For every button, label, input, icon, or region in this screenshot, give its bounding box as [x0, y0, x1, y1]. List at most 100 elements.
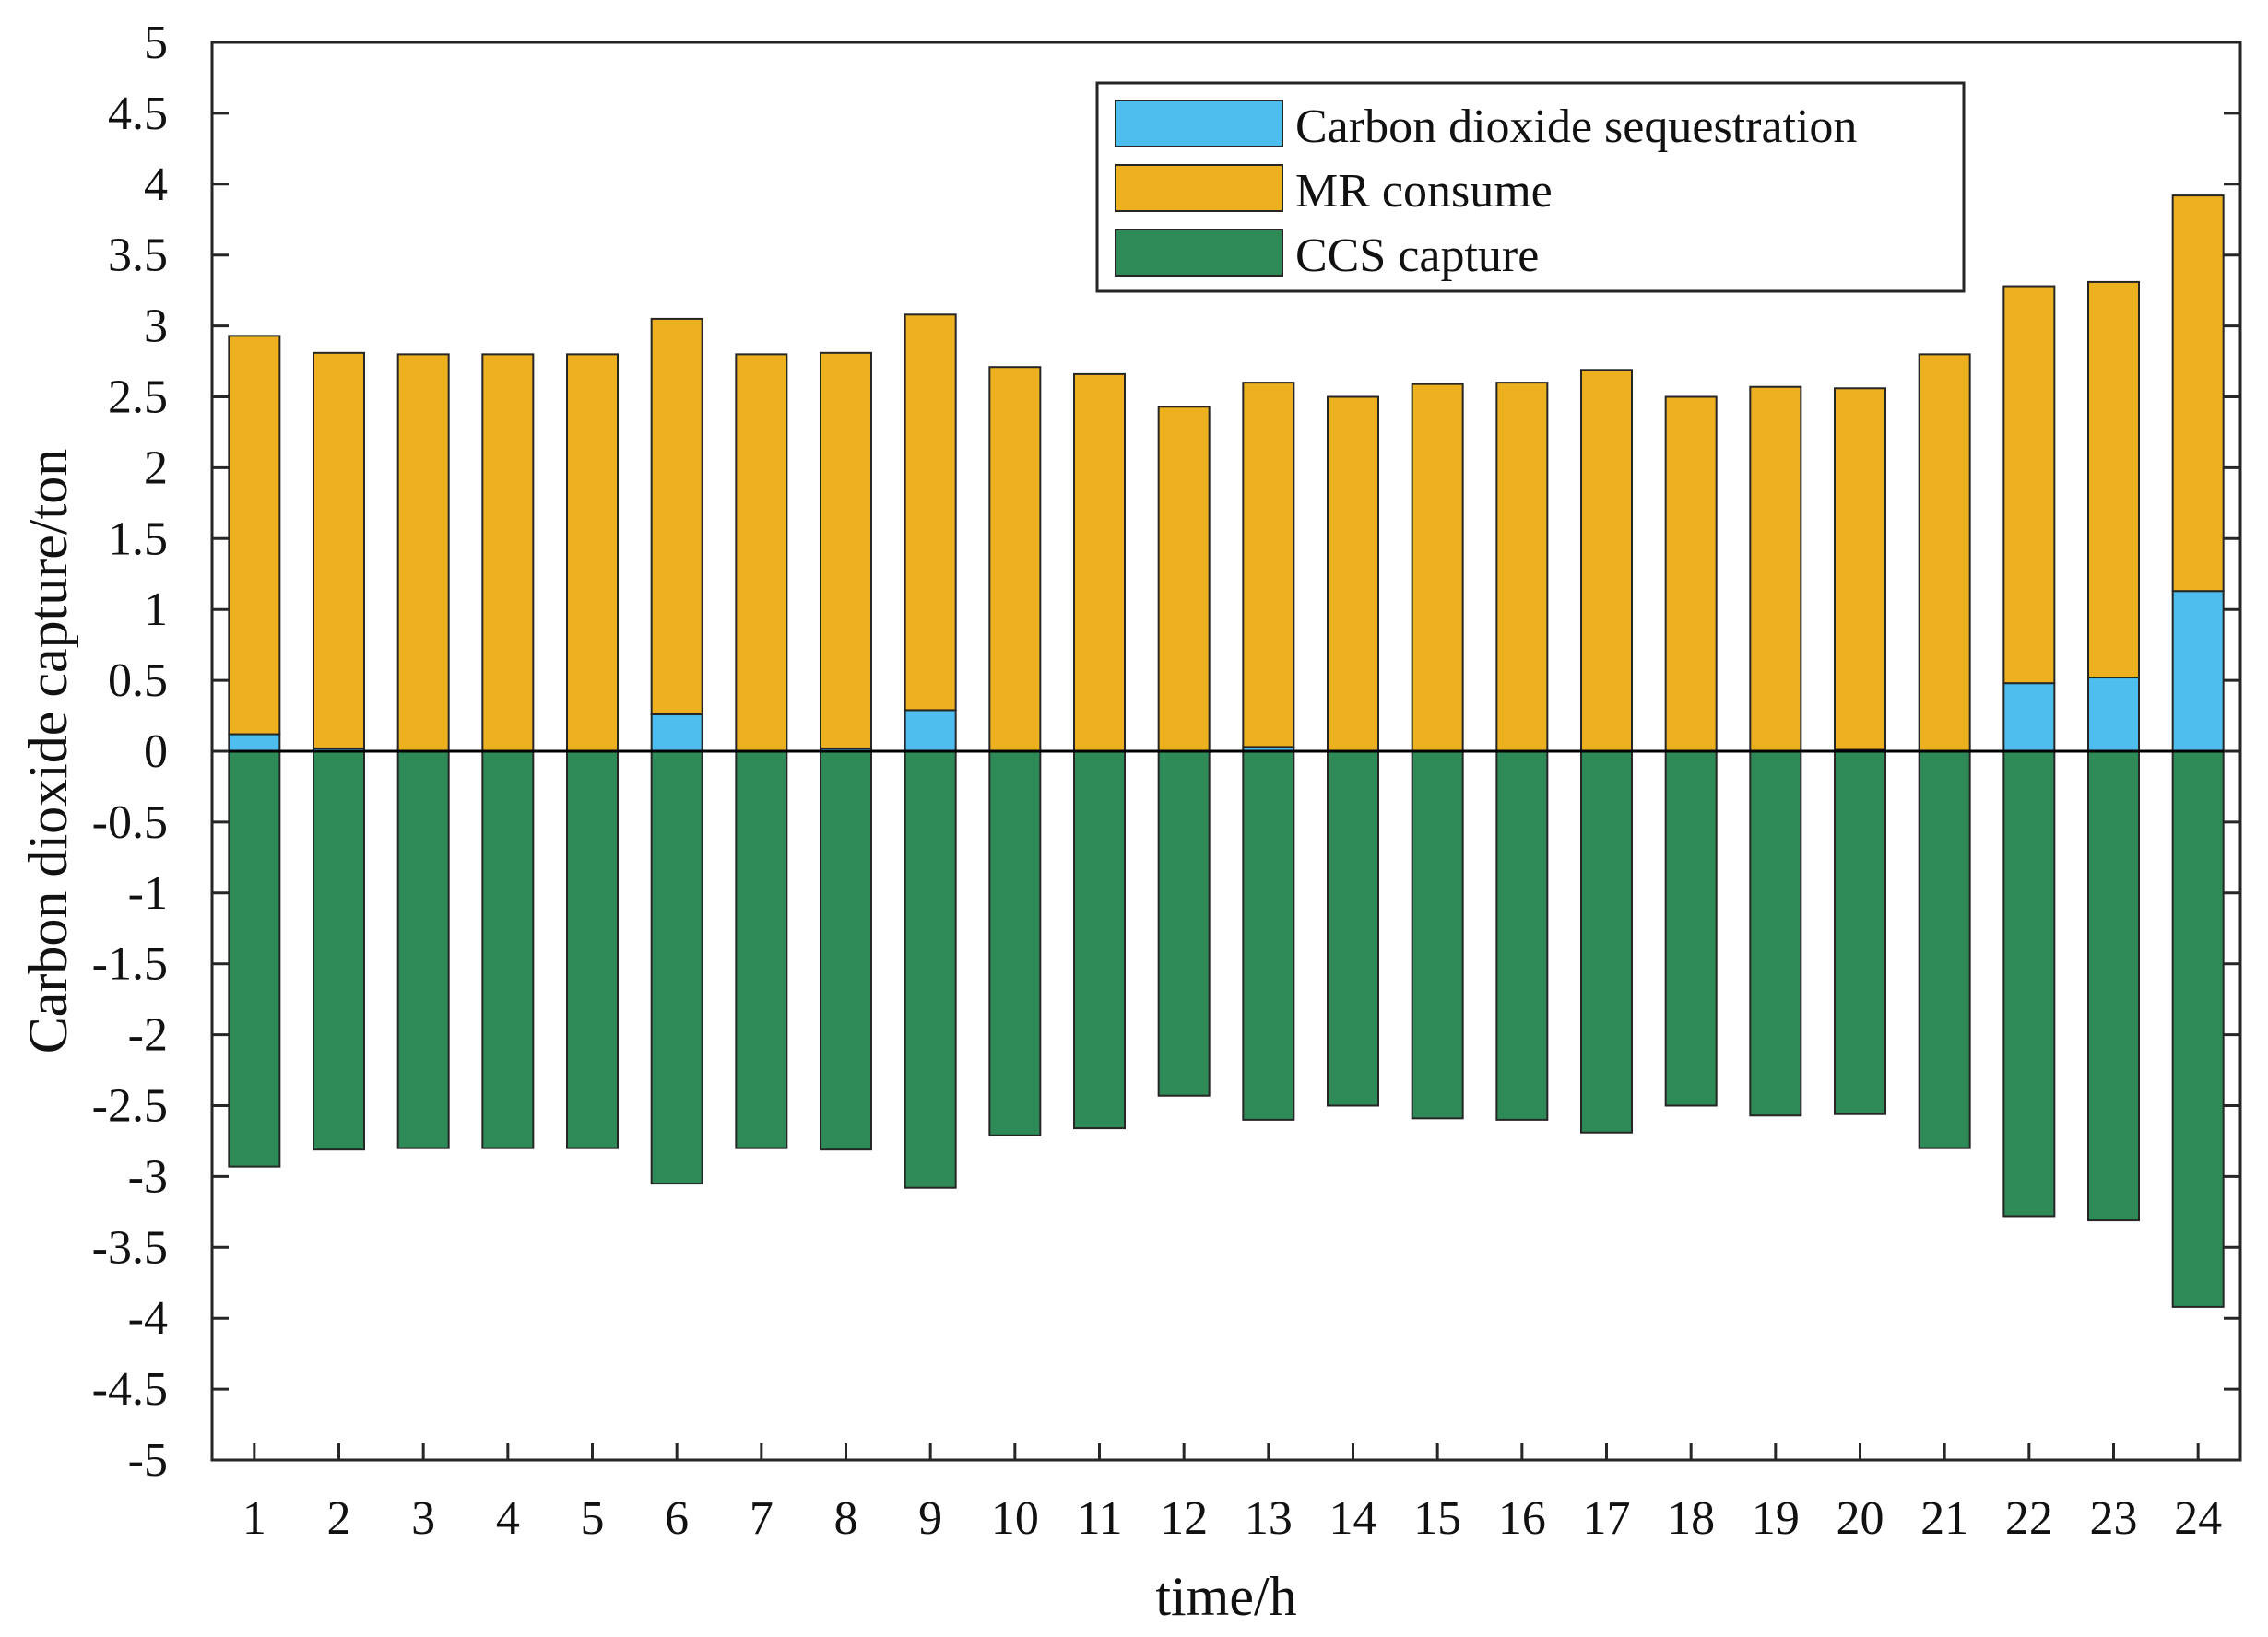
- x-tick-label: 3: [411, 1492, 435, 1545]
- x-tick-label: 1: [242, 1492, 266, 1545]
- bar-mr-consume: [650, 317, 703, 716]
- y-tick-label: -2: [128, 1009, 168, 1062]
- x-tick-label: 11: [1076, 1492, 1122, 1545]
- bar-ccs-capture: [1664, 750, 1718, 1107]
- bar-mr-consume: [1834, 387, 1886, 751]
- bar-ccs-capture: [988, 750, 1042, 1136]
- y-tick-label: 4: [144, 159, 168, 211]
- y-tick-label: 1: [144, 583, 168, 636]
- bar-mr-consume: [481, 353, 535, 752]
- bar-ccs-capture: [1073, 750, 1126, 1130]
- x-tick-label: 15: [1413, 1492, 1461, 1545]
- bar-sequestration: [904, 709, 957, 753]
- bar-mr-consume: [904, 313, 957, 712]
- bar-mr-consume: [1918, 353, 1971, 752]
- bar-mr-consume: [2171, 194, 2225, 593]
- legend-swatch-ccs-capture: [1115, 229, 1283, 277]
- bar-ccs-capture: [904, 750, 957, 1189]
- bar-mr-consume: [820, 351, 872, 749]
- bar-sequestration: [650, 713, 703, 753]
- bar-ccs-capture: [2002, 750, 2056, 1218]
- x-tick-label: 7: [750, 1492, 774, 1545]
- y-tick-label: 0.5: [108, 654, 168, 707]
- bars-group: [228, 194, 2225, 1308]
- x-tick-label: 14: [1329, 1492, 1377, 1545]
- bar-ccs-capture: [735, 750, 788, 1149]
- bar-ccs-capture: [481, 750, 535, 1149]
- x-tick-label: 18: [1667, 1492, 1715, 1545]
- bar-ccs-capture: [228, 750, 281, 1168]
- bar-ccs-capture: [1749, 750, 1802, 1117]
- bar-sequestration: [228, 733, 281, 753]
- bar-mr-consume: [1749, 385, 1802, 752]
- x-tick-label: 2: [327, 1492, 351, 1545]
- bar-ccs-capture: [2171, 750, 2225, 1308]
- legend: Carbon dioxide sequestration MR consume …: [1095, 81, 1966, 293]
- y-axis-title: Carbon dioxide capture/ton: [18, 449, 78, 1054]
- x-tick-label: 5: [581, 1492, 605, 1545]
- x-tick-label: 13: [1245, 1492, 1293, 1545]
- x-axis-title: time/h: [1155, 1566, 1296, 1627]
- legend-swatch-sequestration: [1115, 100, 1283, 147]
- y-tick-label: 0: [144, 725, 168, 778]
- x-tick-label: 23: [2090, 1492, 2138, 1545]
- y-tick-label: -4: [128, 1292, 168, 1345]
- bar-ccs-capture: [1327, 750, 1379, 1107]
- y-axis: 5 4.5 4 3.5 3 2.5 2 1.5 1 0.5 0 -0.5 -1 -1.5 -2 -2.5 -3 -…: [92, 17, 2240, 1487]
- x-axis: 1 2 3 4 5 6 7 8 9 10 11 12 13 14 15 16 17 18 19 20 21 22 23 24: [242, 1443, 2222, 1545]
- x-tick-label: 24: [2174, 1492, 2222, 1545]
- bar-mr-consume: [2002, 285, 2056, 685]
- y-tick-label: 2: [144, 442, 168, 494]
- bar-ccs-capture: [650, 750, 703, 1185]
- bar-mr-consume: [228, 335, 281, 736]
- y-tick-label: -1.5: [92, 938, 168, 991]
- x-tick-label: 20: [1837, 1492, 1884, 1545]
- bar-ccs-capture: [313, 750, 365, 1151]
- bar-sequestration: [2002, 682, 2056, 753]
- y-tick-label: -5: [128, 1434, 168, 1487]
- bar-ccs-capture: [396, 750, 450, 1149]
- bar-mr-consume: [1411, 383, 1464, 752]
- y-tick-label: -1: [128, 867, 168, 920]
- x-tick-label: 9: [918, 1492, 942, 1545]
- y-tick-label: -3.5: [92, 1221, 168, 1274]
- legend-label-mr-consume: MR consume: [1295, 165, 1553, 218]
- x-tick-label: 19: [1752, 1492, 1800, 1545]
- bar-mr-consume: [1580, 369, 1633, 752]
- y-tick-label: -4.5: [92, 1363, 168, 1416]
- y-tick-label: -2.5: [92, 1080, 168, 1133]
- y-tick-label: 4.5: [108, 88, 168, 140]
- legend-label-ccs-capture: CCS capture: [1295, 230, 1539, 282]
- x-tick-label: 22: [2005, 1492, 2053, 1545]
- bar-ccs-capture: [1495, 750, 1549, 1121]
- y-tick-label: -0.5: [92, 796, 168, 849]
- bar-mr-consume: [1073, 372, 1126, 752]
- legend-label-sequestration: Carbon dioxide sequestration: [1295, 100, 1857, 153]
- bar-ccs-capture: [1411, 750, 1464, 1120]
- bar-sequestration: [2171, 590, 2225, 752]
- legend-swatch-mr-consume: [1115, 164, 1283, 212]
- x-tick-label: 12: [1160, 1492, 1208, 1545]
- x-tick-label: 16: [1498, 1492, 1546, 1545]
- x-tick-label: 10: [991, 1492, 1039, 1545]
- bar-mr-consume: [396, 353, 450, 752]
- y-tick-label: -3: [128, 1150, 168, 1203]
- bar-mr-consume: [1664, 395, 1718, 752]
- x-tick-label: 21: [1920, 1492, 1968, 1545]
- y-tick-label: 1.5: [108, 512, 168, 565]
- bar-mr-consume: [735, 353, 788, 752]
- bar-ccs-capture: [1157, 750, 1211, 1097]
- bar-ccs-capture: [1242, 750, 1295, 1121]
- bar-ccs-capture: [566, 750, 619, 1149]
- x-tick-label: 8: [834, 1492, 858, 1545]
- y-tick-label: 2.5: [108, 371, 168, 424]
- bar-mr-consume: [1495, 382, 1549, 752]
- bar-ccs-capture: [1580, 750, 1633, 1134]
- bar-sequestration: [2087, 677, 2140, 752]
- bar-ccs-capture: [2087, 750, 2140, 1222]
- bar-ccs-capture: [820, 750, 872, 1151]
- y-tick-label: 3: [144, 300, 168, 353]
- y-tick-label: 5: [144, 17, 168, 69]
- bar-mr-consume: [566, 353, 619, 752]
